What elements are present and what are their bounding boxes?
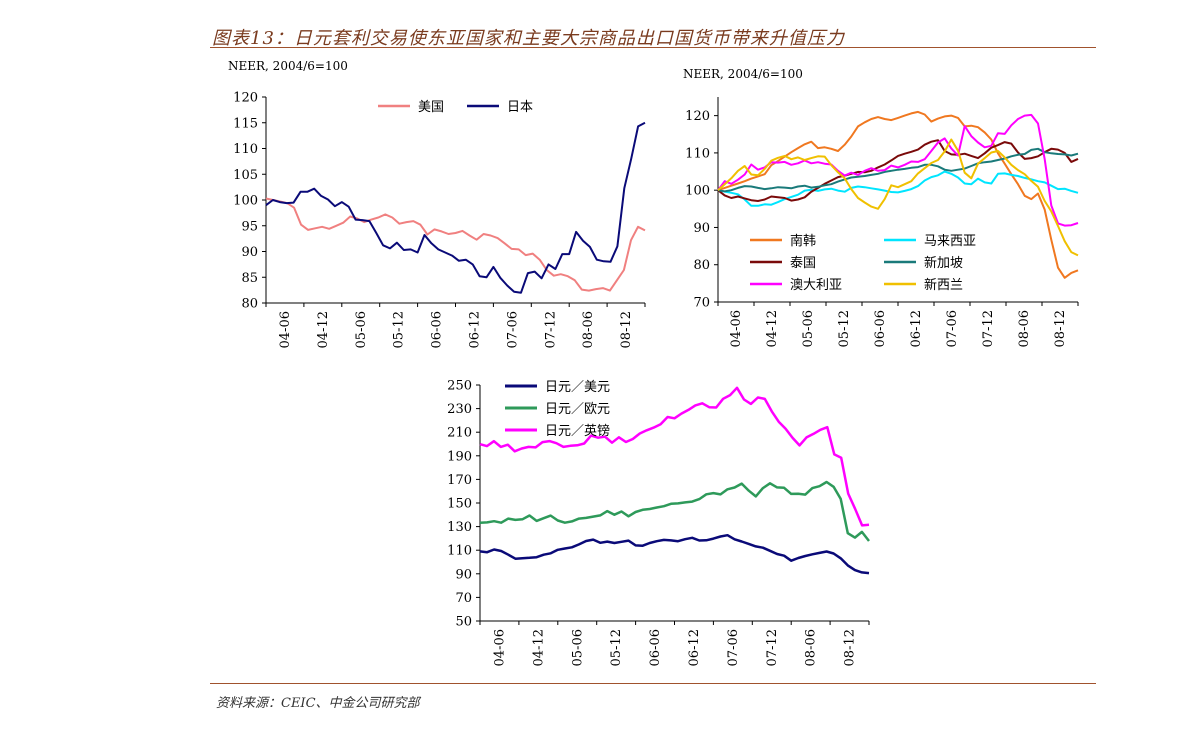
series-line-2 [265, 121, 646, 294]
x-tick-label: 04-06 [729, 310, 744, 347]
legend-label: 日元／欧元 [545, 402, 610, 417]
series-line-5 [717, 113, 1079, 227]
x-tick-label: 08-06 [1017, 310, 1032, 347]
x-tick-label: 06-12 [467, 311, 482, 348]
x-tick-label: 07-06 [945, 310, 960, 347]
series-line-2 [479, 480, 870, 542]
x-tick-label: 05-06 [801, 310, 816, 347]
figure-title: 图表13：日元套利交易使东亚国家和主要大宗商品出口国货币带来升值压力 [212, 28, 845, 49]
y-tick-label: 70 [693, 296, 710, 311]
x-tick-label: 06-06 [430, 311, 445, 348]
x-tick-label: 07-12 [765, 629, 780, 666]
x-tick-label: 08-12 [1053, 310, 1068, 347]
title-divider [210, 47, 1096, 48]
x-tick-label: 08-12 [619, 311, 634, 348]
y-tick-label: 50 [455, 615, 472, 630]
unit-label: NEER, 2004/6=100 [228, 59, 348, 73]
x-tick-label: 05-12 [837, 310, 852, 347]
y-tick-label: 110 [447, 544, 472, 559]
legend-label: 新西兰 [924, 277, 963, 293]
x-tick-label: 08-06 [804, 629, 819, 666]
x-tick-label: 06-12 [687, 629, 702, 666]
y-tick-label: 100 [685, 184, 710, 199]
x-tick-label: 04-06 [278, 311, 293, 348]
x-tick-label: 05-06 [570, 629, 585, 666]
y-tick-label: 80 [693, 258, 710, 273]
y-tick-label: 230 [447, 402, 472, 417]
x-tick-label: 07-12 [543, 311, 558, 348]
y-tick-label: 190 [447, 449, 472, 464]
x-tick-label: 08-12 [843, 629, 858, 666]
legend-label: 新加坡 [924, 255, 963, 271]
series-line-6 [717, 138, 1079, 257]
y-tick-label: 130 [447, 520, 472, 535]
x-tick-label: 07-06 [726, 629, 741, 666]
legend-label: 日本 [507, 100, 533, 115]
legend-label: 美国 [418, 100, 444, 115]
x-tick-label: 05-12 [392, 311, 407, 348]
x-tick-label: 04-12 [316, 311, 331, 348]
y-tick-label: 120 [685, 109, 710, 124]
y-tick-label: 120 [233, 91, 258, 106]
x-tick-label: 04-06 [492, 629, 507, 666]
legend-label: 日元／英镑 [545, 423, 610, 439]
y-tick-label: 110 [685, 146, 710, 161]
footer-divider [210, 683, 1096, 684]
y-tick-label: 90 [693, 221, 710, 236]
y-tick-label: 85 [241, 271, 258, 286]
y-tick-label: 170 [447, 473, 472, 488]
series-line-1 [479, 533, 870, 575]
x-tick-label: 04-12 [765, 310, 780, 347]
legend-label: 日元／美元 [545, 380, 610, 395]
y-tick-label: 70 [455, 591, 472, 606]
source-note: 资料来源：CEIC、中金公司研究部 [216, 696, 420, 711]
unit-label: NEER, 2004/6=100 [683, 67, 803, 81]
y-tick-label: 210 [447, 426, 472, 441]
series-line-2 [717, 170, 1079, 207]
legend-label: 泰国 [790, 256, 816, 271]
legend-label: 南韩 [790, 233, 816, 249]
y-tick-label: 115 [233, 116, 258, 131]
x-tick-label: 04-12 [531, 629, 546, 666]
series-line-1 [265, 197, 646, 292]
y-tick-label: 100 [233, 194, 258, 209]
y-tick-label: 105 [233, 168, 258, 183]
series-line-1 [717, 110, 1079, 279]
x-tick-label: 05-06 [354, 311, 369, 348]
y-tick-label: 250 [447, 379, 472, 394]
y-tick-label: 90 [241, 245, 258, 260]
x-tick-label: 06-06 [873, 310, 888, 347]
x-tick-label: 07-12 [981, 310, 996, 347]
x-tick-label: 06-06 [648, 629, 663, 666]
x-tick-label: 06-12 [909, 310, 924, 347]
y-tick-label: 80 [241, 297, 258, 312]
series-line-4 [717, 147, 1079, 193]
legend-label: 马来西亚 [924, 234, 976, 249]
x-tick-label: 07-06 [505, 311, 520, 348]
y-tick-label: 90 [455, 567, 472, 582]
y-tick-label: 150 [447, 497, 472, 512]
y-tick-label: 110 [233, 142, 258, 157]
x-tick-label: 08-06 [581, 311, 596, 348]
legend-label: 澳大利亚 [790, 277, 842, 293]
y-tick-label: 95 [241, 219, 258, 234]
x-tick-label: 05-12 [609, 629, 624, 666]
series-line-3 [479, 386, 870, 527]
series-line-3 [717, 139, 1079, 202]
